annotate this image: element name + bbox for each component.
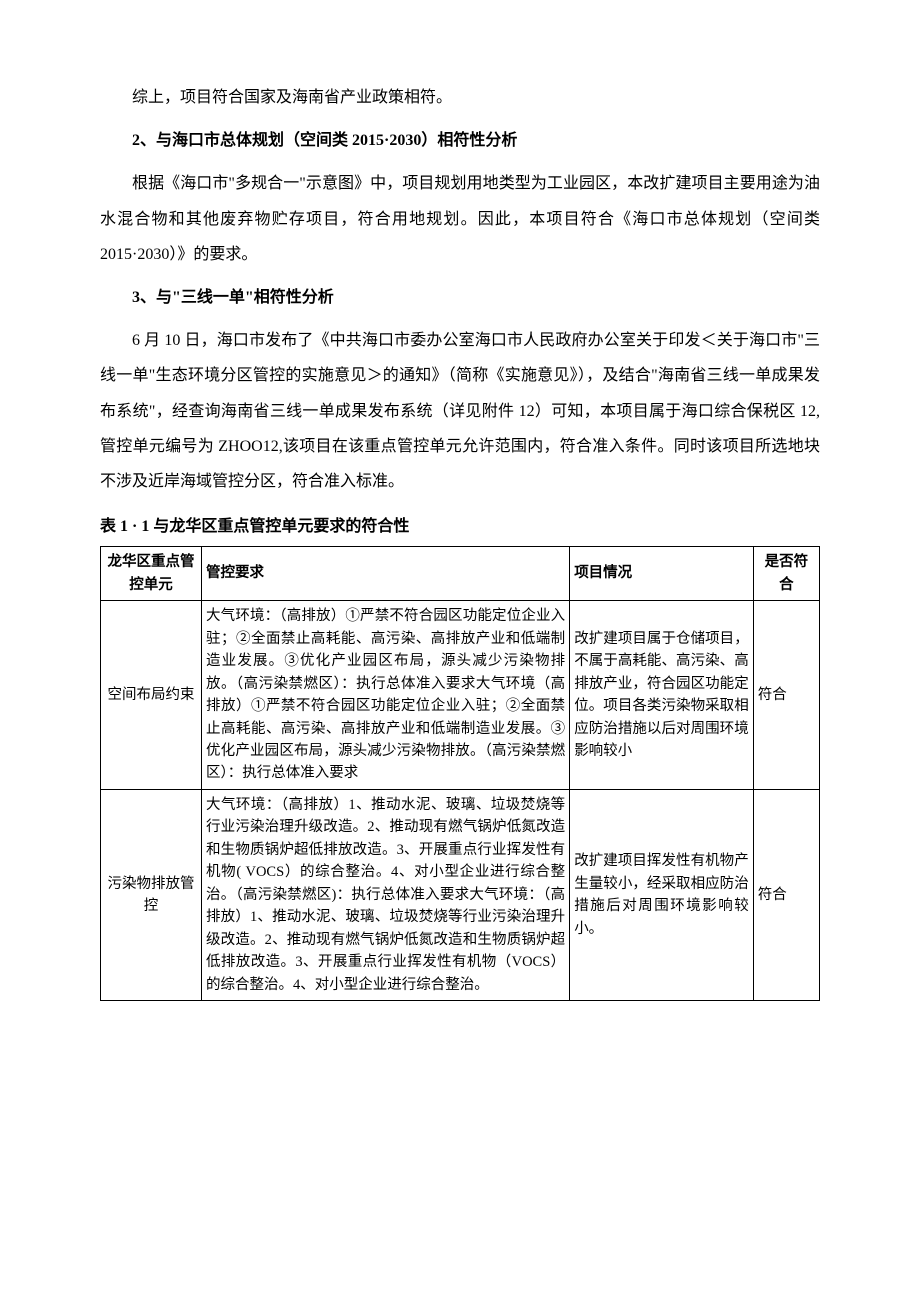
table-row: 空间布局约束 大气环境：（高排放）①严禁不符合园区功能定位企业入驻；②全面禁止高… (101, 601, 820, 790)
cell-project: 改扩建项目属于仓储项目，不属于高耗能、高污染、高排放产业，符合园区功能定位。项目… (570, 601, 754, 790)
header-fit: 是否符合 (753, 547, 819, 601)
cell-fit: 符合 (753, 789, 819, 1000)
header-project: 项目情况 (570, 547, 754, 601)
section-3-paragraph: 6 月 10 日，海口市发布了《中共海口市委办公室海口市人民政府办公室关于印发＜… (100, 323, 820, 499)
section-2-heading: 2、与海口市总体规划（空间类 2015·2030）相符性分析 (100, 123, 820, 158)
intro-paragraph: 综上，项目符合国家及海南省产业政策相符。 (100, 80, 820, 115)
compliance-table: 龙华区重点管控单元 管控要求 项目情况 是否符合 空间布局约束 大气环境：（高排… (100, 546, 820, 1001)
section-2-paragraph: 根据《海口市"多规合一"示意图》中，项目规划用地类型为工业园区，本改扩建项目主要… (100, 166, 820, 272)
header-unit: 龙华区重点管控单元 (101, 547, 202, 601)
header-requirement: 管控要求 (202, 547, 570, 601)
cell-unit: 空间布局约束 (101, 601, 202, 790)
table-row: 污染物排放管控 大气环境：（高排放）1、推动水泥、玻璃、垃圾焚烧等行业污染治理升… (101, 789, 820, 1000)
table-header-row: 龙华区重点管控单元 管控要求 项目情况 是否符合 (101, 547, 820, 601)
cell-unit: 污染物排放管控 (101, 789, 202, 1000)
cell-project: 改扩建项目挥发性有机物产生量较小，经采取相应防治措施后对周围环境影响较小。 (570, 789, 754, 1000)
section-3-heading: 3、与"三线一单"相符性分析 (100, 280, 820, 315)
table-title: 表 1 · 1 与龙华区重点管控单元要求的符合性 (100, 509, 820, 544)
cell-requirement: 大气环境：（高排放）①严禁不符合园区功能定位企业入驻；②全面禁止高耗能、高污染、… (202, 601, 570, 790)
cell-fit: 符合 (753, 601, 819, 790)
cell-requirement: 大气环境：（高排放）1、推动水泥、玻璃、垃圾焚烧等行业污染治理升级改造。2、推动… (202, 789, 570, 1000)
